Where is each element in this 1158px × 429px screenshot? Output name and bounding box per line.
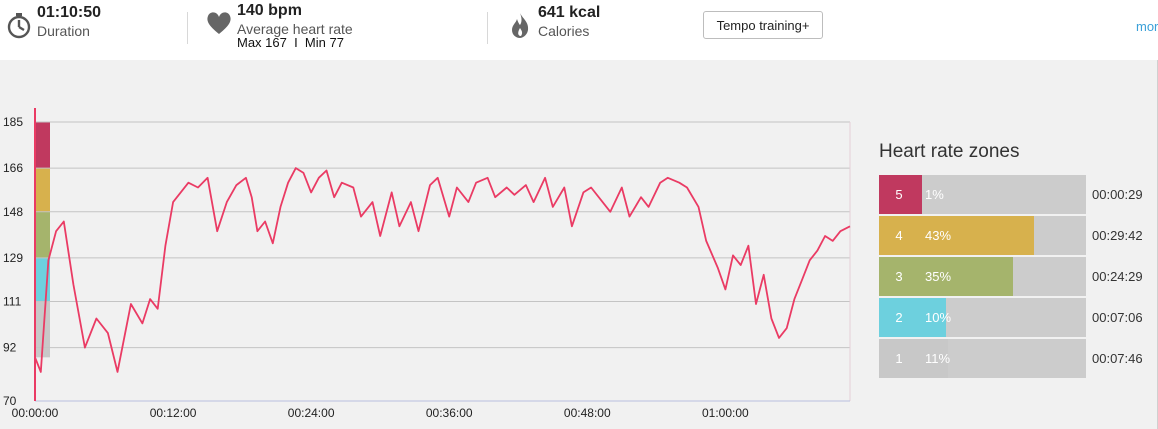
avg-heart-rate-value: 140 bpm xyxy=(237,2,302,19)
x-tick-label: 01:00:00 xyxy=(702,406,749,420)
x-tick-label: 00:36:00 xyxy=(426,406,473,420)
y-tick-label: 148 xyxy=(3,205,23,219)
heart-rate-series-line xyxy=(34,167,851,373)
y-tick-label: 70 xyxy=(3,394,17,408)
zone-bar-track: 3 35% xyxy=(879,257,1086,296)
more-link[interactable]: mor xyxy=(1136,19,1158,34)
zone-band xyxy=(36,211,50,258)
zone-row: 3 35% 00:24:29 xyxy=(879,257,1149,296)
zone-color-bands xyxy=(36,122,50,358)
zone-row: 5 1% 00:00:29 xyxy=(879,175,1149,214)
zone-percentage: 35% xyxy=(925,269,952,284)
y-tick-label: 129 xyxy=(3,251,23,265)
zone-number: 1 xyxy=(879,339,919,378)
divider xyxy=(187,12,188,44)
zone-number: 4 xyxy=(879,216,919,255)
duration-label: Duration xyxy=(37,23,90,39)
zone-row: 1 11% 00:07:46 xyxy=(879,339,1149,378)
flame-icon xyxy=(512,13,529,38)
zone-time: 00:00:29 xyxy=(1092,187,1143,202)
zone-row: 2 10% 00:07:06 xyxy=(879,298,1149,337)
y-tick-label: 185 xyxy=(3,115,23,129)
zone-number: 2 xyxy=(879,298,919,337)
zone-bar-track: 1 11% xyxy=(879,339,1086,378)
training-type-button[interactable]: Tempo training+ xyxy=(703,11,823,39)
zone-time: 00:24:29 xyxy=(1092,269,1143,284)
divider xyxy=(487,12,488,44)
x-axis-ticks: 00:00:00 00:12:00 00:24:00 00:36:00 00:48:00… xyxy=(12,406,749,420)
y-tick-label: 166 xyxy=(3,161,23,175)
zone-time: 00:07:06 xyxy=(1092,310,1143,325)
zone-band xyxy=(36,168,50,212)
zone-percentage: 11% xyxy=(925,351,951,366)
plot-background xyxy=(35,96,850,401)
stopwatch-icon xyxy=(7,13,31,39)
chart-grid xyxy=(35,121,851,401)
x-tick-label: 00:48:00 xyxy=(564,406,611,420)
calories-label: Calories xyxy=(538,23,590,39)
zone-percentage: 43% xyxy=(925,228,952,243)
zone-bar-track: 5 1% xyxy=(879,175,1086,214)
heart-icon xyxy=(207,12,231,34)
zone-percentage: 1% xyxy=(925,187,944,202)
zone-bar-track: 4 43% xyxy=(879,216,1086,255)
duration-value: 01:10:50 xyxy=(37,4,102,21)
x-tick-label: 00:24:00 xyxy=(288,406,335,420)
zone-band xyxy=(36,122,50,169)
avg-heart-rate-label: Average heart rate xyxy=(237,21,353,37)
x-tick-label: 00:12:00 xyxy=(150,406,197,420)
zone-bar-track: 2 10% xyxy=(879,298,1086,337)
zone-number: 3 xyxy=(879,257,919,296)
heart-rate-chart: 185 166 148 129 111 92 70 00:00:00 00:12:00 00:2… xyxy=(3,96,851,420)
y-tick-label: 92 xyxy=(3,341,17,355)
heart-rate-minmax: Max 167 I Min 77 xyxy=(237,35,344,50)
zones-title: Heart rate zones xyxy=(879,141,1020,162)
zone-time: 00:07:46 xyxy=(1092,351,1143,366)
y-tick-label: 111 xyxy=(3,295,22,309)
summary-bar: 01:10:50 Duration 140 bpm Average heart … xyxy=(0,0,1158,60)
zone-percentage: 10% xyxy=(925,310,952,325)
zone-band xyxy=(36,301,50,348)
zone-number: 5 xyxy=(879,175,919,214)
calories-value: 641 kcal xyxy=(538,4,601,21)
x-tick-label: 00:00:00 xyxy=(12,406,59,420)
zone-row: 4 43% 00:29:42 xyxy=(879,216,1149,255)
y-axis-ticks: 185 166 148 129 111 92 70 xyxy=(3,115,23,408)
zone-time: 00:29:42 xyxy=(1092,228,1143,243)
